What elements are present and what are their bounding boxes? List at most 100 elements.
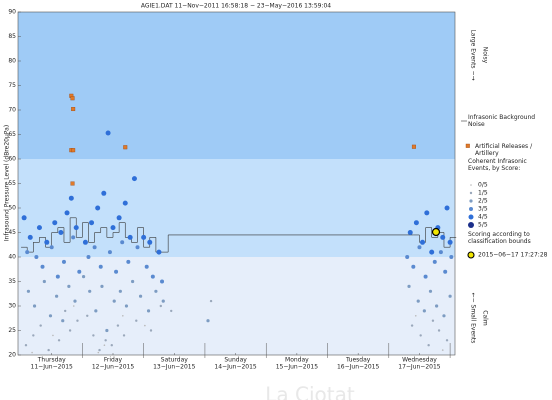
event-point <box>55 274 60 279</box>
event-point <box>122 315 124 317</box>
event-point <box>39 324 42 327</box>
event-point <box>444 205 450 211</box>
x-tick-date: 17−Jun−2015 <box>398 364 441 371</box>
legend-swatch <box>469 199 473 203</box>
event-point <box>58 230 64 235</box>
event-point <box>407 230 413 235</box>
band <box>18 12 455 159</box>
event-point <box>161 299 165 303</box>
event-point <box>122 334 126 337</box>
event-point <box>47 348 50 352</box>
event-point <box>40 264 45 269</box>
event-point <box>64 210 70 216</box>
legend-label: 5/5 <box>478 222 488 229</box>
event-point <box>206 319 210 323</box>
event-point <box>107 250 112 255</box>
event-point <box>118 289 122 293</box>
event-point <box>57 339 61 342</box>
event-point <box>103 344 106 347</box>
legend-swatch <box>470 184 472 186</box>
event-point <box>110 225 116 231</box>
x-tick-label: Friday <box>104 357 123 364</box>
legend-highlight-swatch <box>467 251 475 259</box>
event-point <box>144 264 149 269</box>
event-point <box>416 299 420 303</box>
event-point <box>135 245 140 250</box>
event-point <box>92 334 95 337</box>
band <box>18 159 455 257</box>
event-point <box>424 210 430 216</box>
y-tick-label: 75 <box>8 82 16 89</box>
legend-artillery-swatch <box>465 143 470 148</box>
event-point <box>52 220 58 226</box>
event-point <box>105 130 111 136</box>
y-tick-label: 60 <box>8 156 16 163</box>
y-tick-label: 35 <box>8 278 16 285</box>
event-point <box>32 304 37 308</box>
artillery-point <box>70 96 75 101</box>
event-point <box>160 279 165 284</box>
artillery-point <box>70 181 75 186</box>
event-point <box>120 240 125 245</box>
event-point <box>95 205 101 211</box>
event-point <box>441 349 444 351</box>
x-tick-label: Saturday <box>161 357 188 364</box>
event-point <box>34 255 39 259</box>
side-label: Noisy <box>482 47 489 64</box>
event-point <box>44 239 50 245</box>
y-tick-label: 85 <box>8 33 16 40</box>
artillery-point <box>71 148 76 153</box>
event-point <box>420 239 426 245</box>
event-point <box>73 299 77 303</box>
event-point <box>71 235 76 240</box>
event-point <box>55 294 59 298</box>
event-point <box>100 284 104 288</box>
event-point <box>86 255 91 259</box>
event-point <box>419 334 422 337</box>
event-point <box>449 255 454 259</box>
event-point <box>82 239 88 245</box>
side-label: Calm <box>482 310 489 326</box>
x-tick-label: Wednesday <box>402 357 437 364</box>
event-point <box>144 324 146 327</box>
event-point <box>417 245 422 250</box>
event-point <box>146 309 151 313</box>
event-point <box>413 220 419 226</box>
y-tick-label: 20 <box>8 352 16 359</box>
event-point <box>72 305 75 307</box>
event-point <box>116 324 120 327</box>
event-point <box>48 314 53 318</box>
x-tick-label: Tuesday <box>345 357 371 364</box>
legend-highlight-label: 2015−06−17 17:27:28 <box>478 252 548 259</box>
event-point <box>135 319 138 322</box>
event-point <box>422 309 426 313</box>
event-point <box>150 274 155 279</box>
artillery-point <box>411 144 416 149</box>
y-tick-label: 30 <box>8 303 16 310</box>
event-point <box>410 324 414 327</box>
legend-label: 4/5 <box>478 214 488 221</box>
side-label: Large Events −→ <box>470 29 477 80</box>
event-point <box>116 215 122 221</box>
y-tick-label: 50 <box>8 205 16 212</box>
event-point <box>156 249 162 255</box>
legend-label: 0/5 <box>478 182 488 189</box>
event-point <box>92 245 97 250</box>
legend-swatch <box>468 214 474 220</box>
artillery-point <box>123 145 128 150</box>
y-tick-label: 25 <box>8 327 16 334</box>
event-point <box>114 269 119 274</box>
legend-swatch <box>468 222 474 228</box>
y-tick-label: 65 <box>8 131 16 138</box>
event-point <box>138 294 143 298</box>
legend-label: 3/5 <box>478 206 488 213</box>
y-axis-label: Infrasound Pressure Level (dBre20µPa) <box>4 125 11 241</box>
event-point <box>447 239 453 245</box>
y-tick-label: 80 <box>8 58 16 65</box>
event-point <box>32 334 35 337</box>
event-point <box>124 304 129 308</box>
event-point <box>443 269 448 274</box>
event-point <box>73 225 79 231</box>
event-point <box>97 351 100 354</box>
event-point <box>36 225 42 231</box>
